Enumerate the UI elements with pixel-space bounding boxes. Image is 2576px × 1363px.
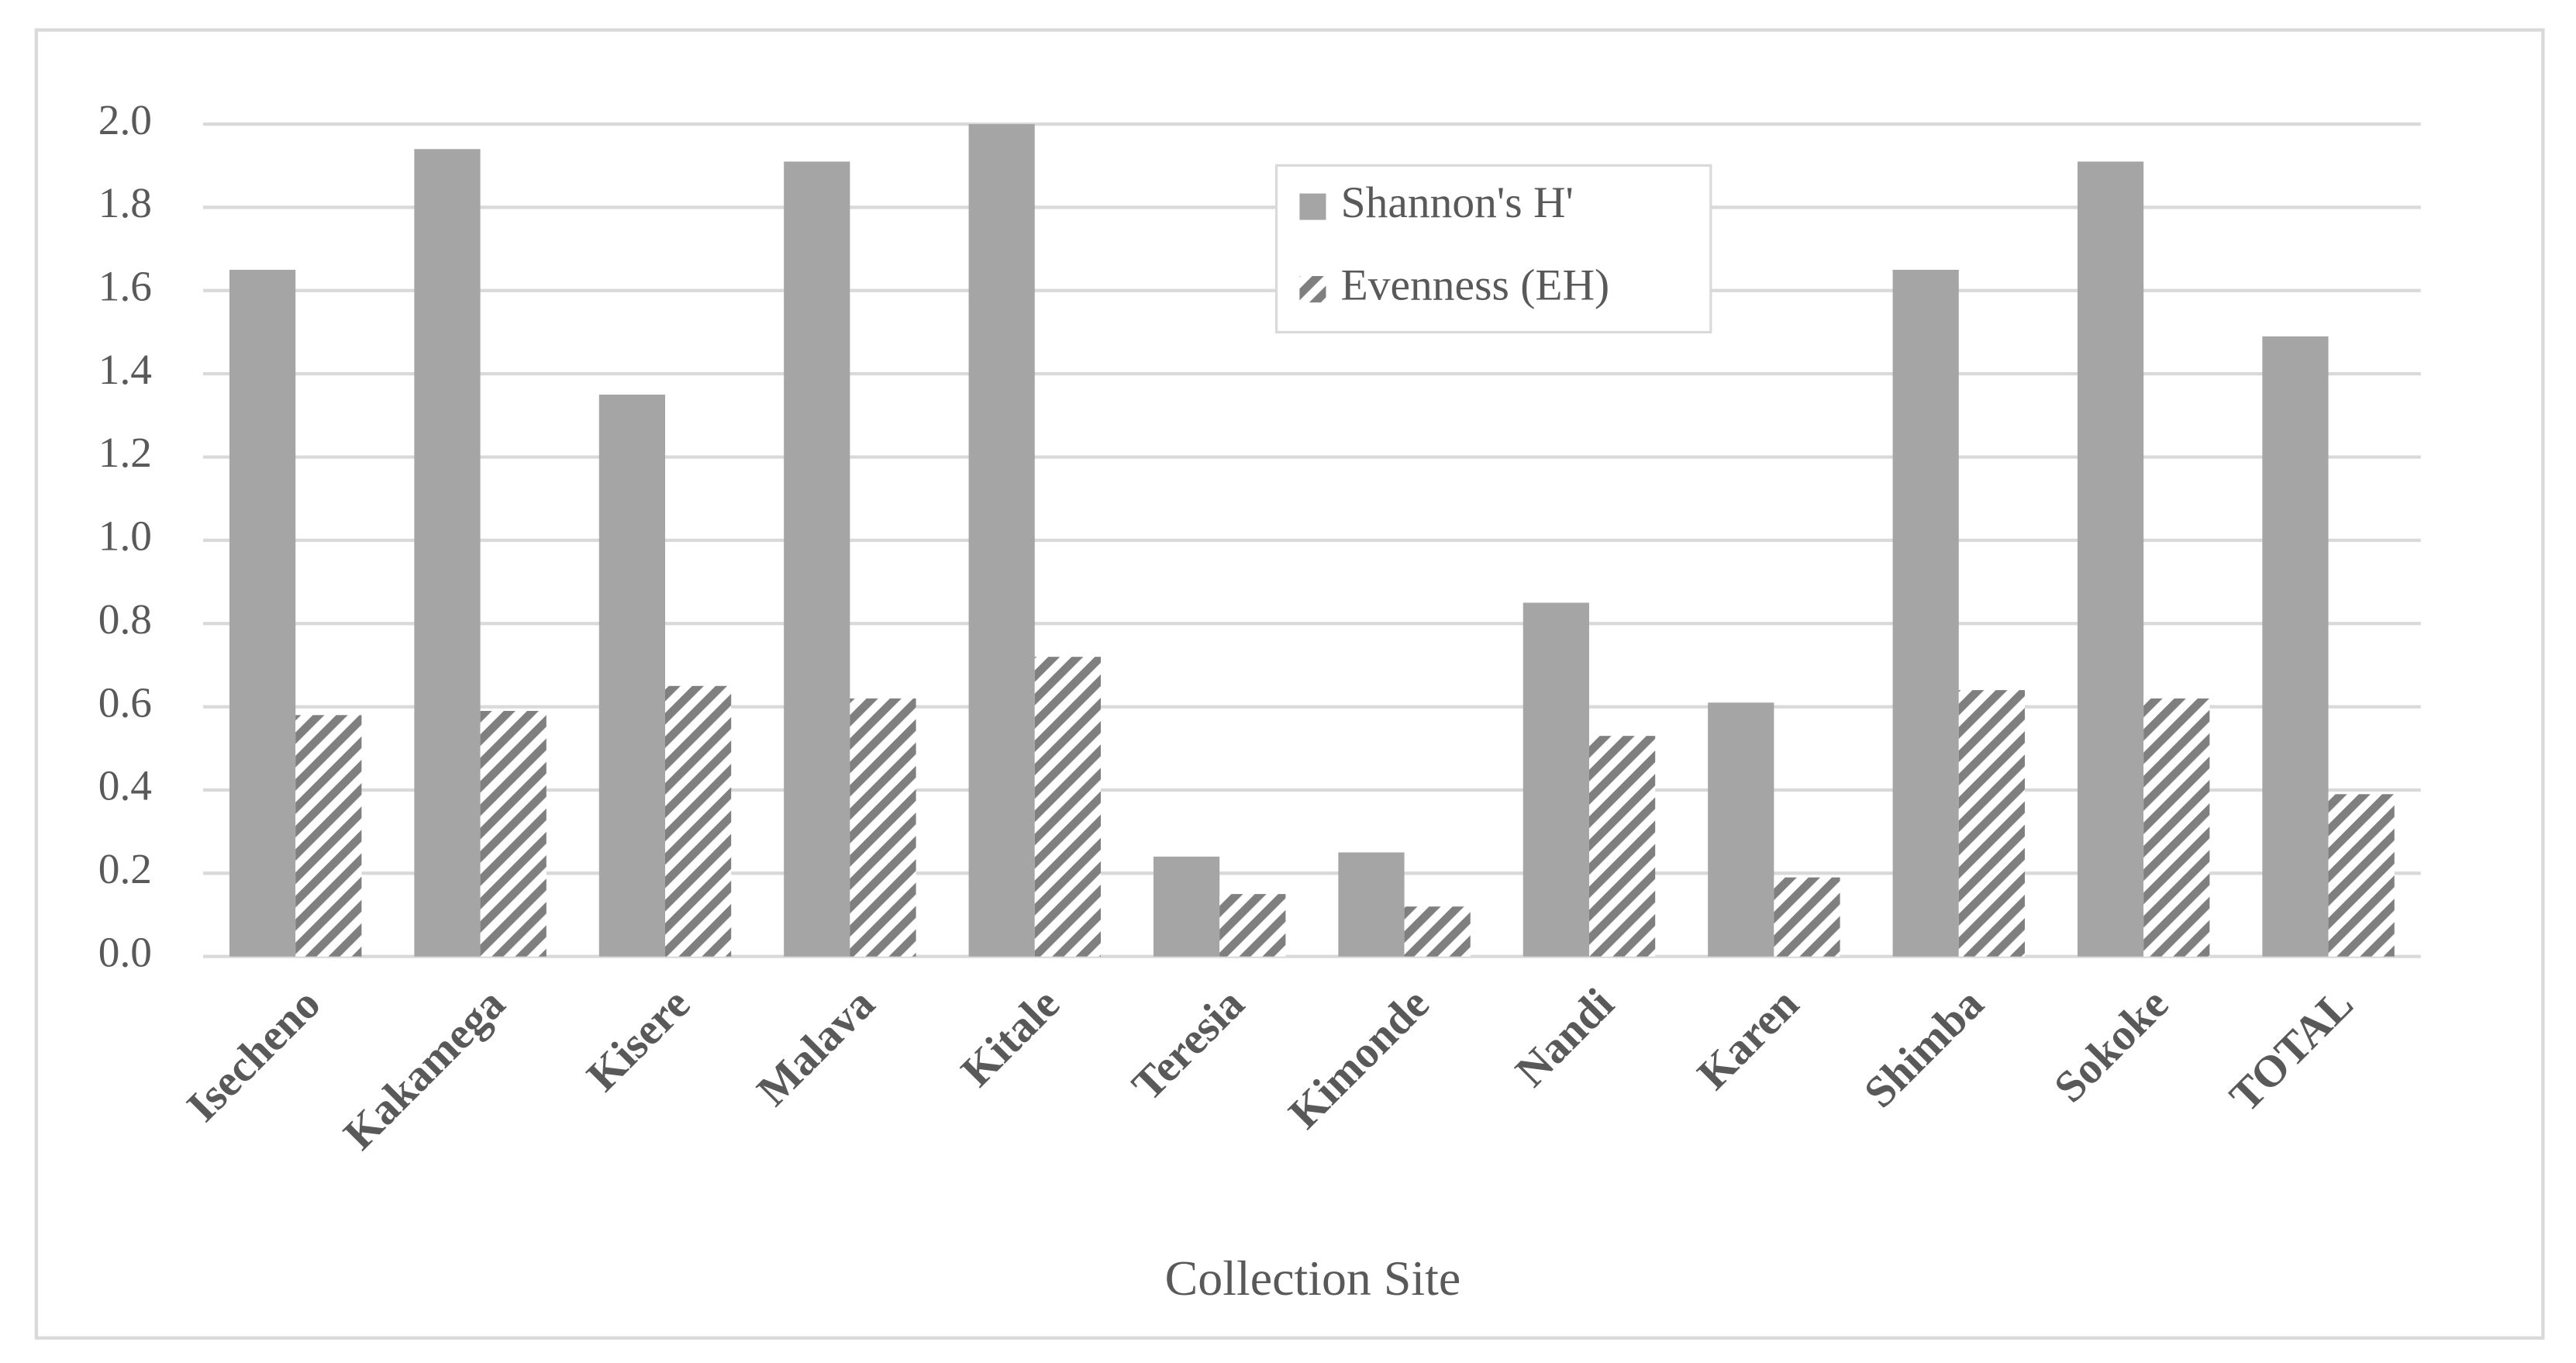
bar bbox=[968, 124, 1035, 957]
bar bbox=[1892, 269, 1959, 957]
bar bbox=[1958, 690, 2025, 957]
y-tick-label: 1.2 bbox=[98, 429, 152, 476]
legend-label: Shannon's H' bbox=[1341, 178, 1574, 227]
bar bbox=[850, 698, 916, 957]
y-tick-label: 1.0 bbox=[98, 512, 152, 560]
bar bbox=[480, 710, 547, 957]
bar bbox=[2143, 698, 2210, 957]
bar bbox=[295, 715, 362, 957]
y-tick-label: 0.8 bbox=[98, 595, 152, 643]
legend-label: Evenness (EH) bbox=[1341, 261, 1610, 309]
bar bbox=[784, 161, 850, 957]
y-tick-label: 0.6 bbox=[98, 678, 152, 726]
y-tick-label: 0.4 bbox=[98, 762, 152, 809]
bar bbox=[2077, 161, 2144, 957]
bar bbox=[2262, 336, 2329, 957]
legend: Shannon's H' Evenness (EH) bbox=[1274, 164, 1712, 334]
y-tick-label: 0.2 bbox=[98, 845, 152, 892]
bar bbox=[414, 149, 481, 957]
bar bbox=[1774, 877, 1840, 957]
bar bbox=[1708, 702, 1774, 957]
bar bbox=[1219, 894, 1286, 957]
bar bbox=[1404, 906, 1471, 957]
bar bbox=[1153, 856, 1220, 957]
y-tick-label: 2.0 bbox=[98, 96, 152, 143]
bar bbox=[2328, 794, 2395, 957]
bar bbox=[229, 269, 296, 957]
y-tick-label: 1.8 bbox=[98, 179, 152, 226]
bar bbox=[664, 685, 732, 957]
legend-marker bbox=[1299, 193, 1326, 220]
y-tick-label: 1.6 bbox=[98, 263, 152, 310]
y-tick-label: 1.4 bbox=[98, 346, 152, 393]
bar bbox=[1588, 736, 1656, 957]
bar bbox=[598, 394, 665, 957]
bars bbox=[229, 124, 2395, 957]
bar bbox=[1522, 602, 1589, 957]
bar bbox=[1338, 852, 1405, 957]
legend-box bbox=[1274, 164, 1712, 334]
x-axis-title: Collection Site bbox=[1165, 1251, 1461, 1306]
legend-marker bbox=[1299, 276, 1326, 303]
y-tick-label: 0.0 bbox=[98, 928, 152, 975]
bar bbox=[1034, 657, 1101, 957]
